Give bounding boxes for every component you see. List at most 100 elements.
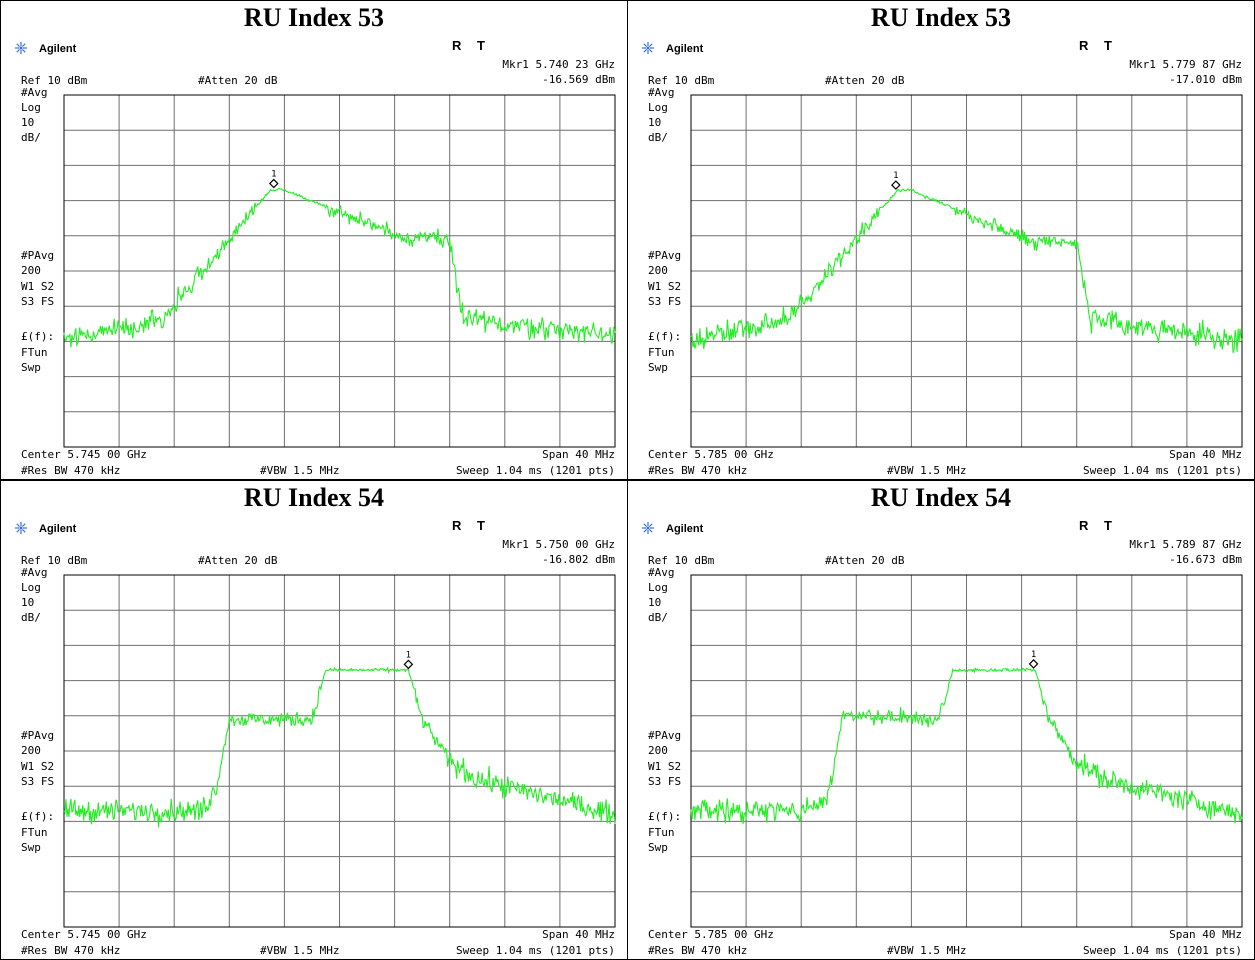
marker-frequency-readout: Mkr1 5.750 00 GHz (502, 538, 615, 551)
marker-number: 1 (1031, 650, 1036, 660)
left-annotation: W1 S2 (648, 280, 681, 293)
left-annotation: #Avg (21, 566, 48, 579)
status-r: R (1079, 38, 1089, 53)
agilent-spark-icon (642, 522, 654, 534)
left-annotation: dB/ (648, 611, 668, 624)
analyzer-screen: Agilent R T Mkr1 5.789 87 GHz -16.673 dBm Ref… (630, 517, 1247, 959)
plot-frame (63, 94, 616, 448)
vbw-label: #VBW 1.5 MHz (260, 464, 339, 477)
brand-label: Agilent (666, 43, 704, 55)
agilent-spark-icon (15, 522, 27, 534)
spectrum-chart: Agilent R T Mkr1 5.740 23 GHz -16.569 dBm Ref… (15, 38, 616, 477)
panel-title: RU Index 54 (870, 483, 1012, 512)
center-frequency-label: Center 5.745 00 GHz (21, 448, 147, 461)
attenuation-label: #Atten 20 dB (198, 74, 278, 87)
status-t: T (477, 518, 485, 533)
attenuation-label: #Atten 20 dB (825, 74, 905, 87)
status-t: T (1104, 38, 1112, 53)
left-annotation: Swp (648, 841, 668, 854)
agilent-spark-icon (642, 42, 654, 54)
rbw-label: #Res BW 470 kHz (648, 464, 747, 477)
marker-number: 1 (271, 170, 276, 180)
chart-panel: RU Index 53 Agilent R T Mkr1 5.740 23 GHz -16… (0, 0, 628, 480)
left-annotation: #Avg (648, 86, 675, 99)
spectrum-trace (690, 188, 1243, 353)
left-annotation: S3 FS (21, 295, 54, 308)
status-t: T (1104, 518, 1112, 533)
left-annotation: FTun (21, 826, 48, 839)
left-annotation: £(f): (21, 810, 54, 823)
marker-diamond-icon (890, 180, 901, 190)
vbw-label: #VBW 1.5 MHz (260, 944, 339, 957)
left-annotation: 200 (648, 264, 668, 277)
left-annotation: 10 (648, 116, 661, 129)
left-annotation: £(f): (648, 810, 681, 823)
marker-number: 1 (406, 650, 411, 660)
marker-diamond-icon (1028, 659, 1039, 669)
left-annotation: dB/ (21, 611, 41, 624)
span-label: Span 40 MHz (1169, 448, 1242, 461)
ref-level-label: Ref 10 dBm (21, 74, 88, 87)
plot-frame (63, 574, 616, 928)
graticule (64, 95, 615, 447)
marker-frequency-readout: Mkr1 5.779 87 GHz (1129, 58, 1242, 71)
agilent-spark-icon (15, 42, 27, 54)
vbw-label: #VBW 1.5 MHz (887, 464, 966, 477)
marker-amplitude-readout: -16.673 dBm (1169, 553, 1242, 566)
left-annotation: Log (21, 581, 41, 594)
plot-frame (690, 574, 1243, 928)
spectrum-chart: Agilent R T Mkr1 5.779 87 GHz -17.010 dBm Ref… (642, 38, 1243, 477)
left-annotation: £(f): (648, 330, 681, 343)
marker-amplitude-readout: -16.802 dBm (542, 553, 615, 566)
spectrum-trace (63, 666, 616, 828)
left-annotation: Swp (21, 841, 41, 854)
left-annotation: W1 S2 (21, 760, 54, 773)
left-annotation: #PAvg (21, 249, 54, 262)
span-label: Span 40 MHz (542, 448, 615, 461)
sweep-label: Sweep 1.04 ms (1201 pts) (1083, 944, 1242, 957)
marker-diamond-icon (268, 178, 279, 189)
status-r: R (452, 38, 462, 53)
status-r: R (1079, 518, 1089, 533)
left-annotation: FTun (21, 346, 48, 359)
left-annotation: W1 S2 (648, 760, 681, 773)
attenuation-label: #Atten 20 dB (825, 554, 905, 567)
sweep-label: Sweep 1.04 ms (1201 pts) (456, 464, 615, 477)
brand-label: Agilent (666, 523, 704, 535)
left-annotation: Swp (21, 361, 41, 374)
panel-title: RU Index 53 (870, 3, 1012, 32)
graticule (64, 575, 615, 927)
span-label: Span 40 MHz (542, 928, 615, 941)
graticule (691, 95, 1242, 447)
spectrum-chart: Agilent R T Mkr1 5.789 87 GHz -16.673 dBm Ref… (642, 518, 1243, 957)
sweep-label: Sweep 1.04 ms (1201 pts) (456, 944, 615, 957)
analyzer-screen: Agilent R T Mkr1 5.779 87 GHz -17.010 dBm Ref… (630, 37, 1247, 479)
left-annotation: #Avg (648, 566, 675, 579)
marker-diamond-icon (403, 659, 414, 670)
marker-amplitude-readout: -16.569 dBm (542, 73, 615, 86)
brand-label: Agilent (39, 523, 77, 535)
status-t: T (477, 38, 485, 53)
panel-title: RU Index 54 (243, 483, 385, 512)
left-annotation: #Avg (21, 86, 48, 99)
attenuation-label: #Atten 20 dB (198, 554, 278, 567)
left-annotation: S3 FS (648, 295, 681, 308)
ref-level-label: Ref 10 dBm (648, 74, 715, 87)
chart-panel: RU Index 54 Agilent R T Mkr1 5.750 00 GHz -16… (0, 480, 628, 960)
spectrum-trace (690, 667, 1243, 825)
sweep-label: Sweep 1.04 ms (1201 pts) (1083, 464, 1242, 477)
left-annotation: S3 FS (648, 775, 681, 788)
left-annotation: #PAvg (21, 729, 54, 742)
brand-label: Agilent (39, 43, 77, 55)
vbw-label: #VBW 1.5 MHz (887, 944, 966, 957)
left-annotation: 10 (648, 596, 661, 609)
marker-frequency-readout: Mkr1 5.740 23 GHz (502, 58, 615, 71)
left-annotation: FTun (648, 346, 675, 359)
left-annotation: 200 (21, 744, 41, 757)
left-annotation: 10 (21, 596, 34, 609)
center-frequency-label: Center 5.785 00 GHz (648, 448, 774, 461)
marker-amplitude-readout: -17.010 dBm (1169, 73, 1242, 86)
left-annotation: Log (648, 581, 668, 594)
left-annotation: #PAvg (648, 729, 681, 742)
spectrum-chart: Agilent R T Mkr1 5.750 00 GHz -16.802 dBm Ref… (15, 518, 616, 957)
